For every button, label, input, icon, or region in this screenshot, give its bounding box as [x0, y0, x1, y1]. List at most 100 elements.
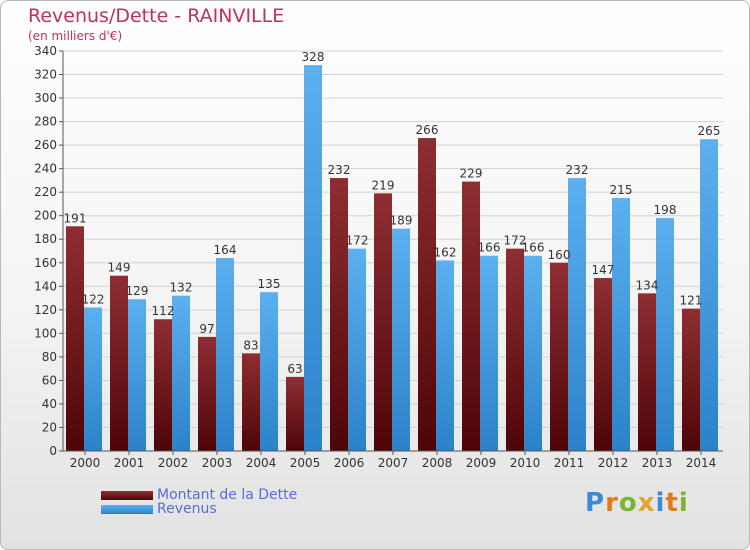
bar-dette [242, 353, 260, 451]
bar-revenus [172, 295, 190, 451]
x-tick-label: 2011 [554, 456, 585, 470]
data-label-dette: 160 [548, 248, 571, 262]
data-label-dette: 112 [152, 304, 175, 318]
bar-revenus [392, 228, 410, 451]
data-label-revenus: 166 [522, 241, 545, 255]
logo-letter: P [585, 488, 606, 518]
bar-revenus [568, 178, 586, 451]
data-label-revenus: 328 [302, 50, 325, 64]
x-tick-label: 2006 [334, 456, 365, 470]
bar-revenus [612, 198, 630, 451]
bar-revenus [348, 248, 366, 451]
chart-title: Revenus/Dette - RAINVILLE [28, 5, 285, 27]
data-label-revenus: 232 [566, 163, 589, 177]
data-label-dette: 149 [108, 261, 131, 275]
data-label-revenus: 215 [610, 183, 633, 197]
data-label-dette: 83 [243, 338, 258, 352]
legend-item-dette: Montant de la Dette [101, 487, 297, 503]
y-tick-label: 320 [34, 68, 57, 82]
bar-dette [638, 293, 656, 451]
logo-letter: o [618, 488, 638, 518]
data-label-dette: 134 [636, 278, 659, 292]
y-tick-label: 240 [34, 162, 57, 176]
bar-dette [418, 138, 436, 451]
bar-revenus [656, 218, 674, 451]
logo-letter: r [605, 488, 619, 518]
bar-revenus [436, 260, 454, 451]
bar-revenus [128, 299, 146, 451]
data-label-dette: 191 [64, 211, 87, 225]
legend-label-dette: Montant de la Dette [157, 487, 298, 503]
x-tick-label: 2004 [246, 456, 277, 470]
data-label-dette: 147 [592, 263, 615, 277]
y-tick-label: 160 [34, 256, 57, 270]
data-label-revenus: 135 [258, 277, 281, 291]
legend-item-revenus: Revenus [101, 501, 217, 517]
bar-dette [198, 336, 216, 451]
bar-dette [110, 275, 128, 451]
data-label-revenus: 198 [654, 203, 677, 217]
x-tick-label: 2012 [598, 456, 629, 470]
y-tick-label: 0 [49, 444, 57, 458]
data-label-dette: 266 [416, 123, 439, 137]
y-tick-label: 120 [34, 303, 57, 317]
x-tick-label: 2008 [422, 456, 453, 470]
chart-subtitle: (en milliers d'€) [28, 29, 123, 43]
x-tick-label: 2013 [642, 456, 673, 470]
data-label-dette: 97 [199, 322, 214, 336]
x-tick-label: 2005 [290, 456, 321, 470]
x-tick-label: 2002 [158, 456, 189, 470]
data-label-revenus: 164 [214, 243, 237, 257]
bar-dette [682, 308, 700, 451]
bar-revenus [260, 292, 278, 451]
x-tick-label: 2000 [70, 456, 101, 470]
bar-dette [462, 181, 480, 451]
bar-dette [550, 262, 568, 451]
y-tick-label: 20 [42, 420, 57, 434]
data-label-revenus: 189 [390, 214, 413, 228]
bar-revenus [480, 255, 498, 451]
data-label-revenus: 129 [126, 284, 149, 298]
bar-dette [330, 178, 348, 451]
x-tick-label: 2001 [114, 456, 145, 470]
data-label-revenus: 122 [82, 292, 105, 306]
legend-swatch-dette [101, 490, 153, 500]
data-label-dette: 229 [460, 167, 483, 181]
bar-dette [506, 248, 524, 451]
y-tick-label: 200 [34, 209, 57, 223]
data-label-revenus: 166 [478, 241, 501, 255]
x-tick-label: 2007 [378, 456, 409, 470]
logo-letter: i [655, 488, 666, 518]
data-label-revenus: 265 [698, 124, 721, 138]
y-tick-label: 260 [34, 138, 57, 152]
data-label-dette: 232 [328, 163, 351, 177]
y-tick-label: 340 [34, 44, 57, 58]
y-tick-label: 180 [34, 232, 57, 246]
y-tick-label: 140 [34, 279, 57, 293]
bar-revenus [84, 307, 102, 451]
y-tick-label: 100 [34, 326, 57, 340]
data-label-revenus: 132 [170, 281, 193, 295]
proxiti-logo: Proxiti [585, 488, 689, 518]
data-label-dette: 63 [287, 362, 302, 376]
logo-letter: x [637, 488, 656, 518]
x-tick-label: 2003 [202, 456, 233, 470]
bar-revenus [524, 255, 542, 451]
data-label-dette: 172 [504, 234, 527, 248]
bar-revenus [700, 139, 718, 451]
bar-dette [594, 278, 612, 451]
bar-revenus [304, 65, 322, 451]
data-label-dette: 121 [680, 294, 703, 308]
x-tick-label: 2014 [686, 456, 717, 470]
legend-swatch-revenus [101, 504, 153, 514]
y-tick-label: 280 [34, 115, 57, 129]
logo-letter: i [678, 488, 689, 518]
y-tick-label: 40 [42, 397, 57, 411]
bar-dette [66, 226, 84, 451]
y-tick-label: 80 [42, 350, 57, 364]
bar-dette [154, 319, 172, 451]
bar-dette [374, 193, 392, 451]
y-tick-label: 220 [34, 185, 57, 199]
